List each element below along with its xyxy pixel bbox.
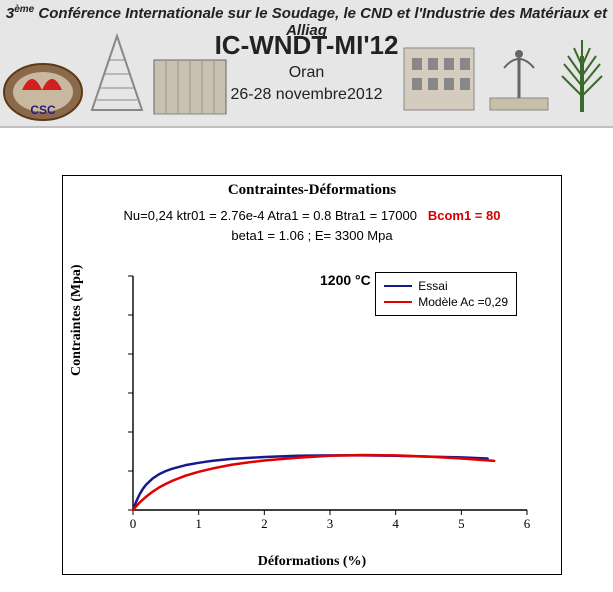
building2-icon (398, 34, 480, 116)
params-line2: beta1 = 1.06 ; E= 3300 Mpa (231, 228, 392, 243)
svg-text:4: 4 (392, 516, 399, 531)
chart-container: Contraintes-Déformations Nu=0,24 ktr01 =… (62, 175, 562, 575)
csc-logo-icon: CSC (2, 62, 84, 122)
fountain-icon (480, 32, 558, 118)
banner-sup: ème (14, 4, 34, 15)
svg-text:2: 2 (261, 516, 268, 531)
svg-text:6: 6 (524, 516, 531, 531)
params-line1: Nu=0,24 ktr01 = 2.76e-4 Atra1 = 0.8 Btra… (124, 208, 417, 223)
plot-area: 01234560102030405060 1200 °C EssaiModèle… (125, 268, 535, 538)
params-red: Bcom1 = 80 (428, 208, 501, 223)
structure1-icon (82, 30, 152, 116)
legend-swatch (384, 301, 412, 304)
legend-label: Essai (418, 279, 447, 293)
svg-text:1: 1 (195, 516, 202, 531)
chart-parameters: Nu=0,24 ktr01 = 2.76e-4 Atra1 = 0.8 Btra… (63, 206, 561, 245)
temperature-annotation: 1200 °C (320, 272, 371, 288)
x-axis-label: Déformations (%) (63, 554, 561, 570)
y-axis-label: Contraintes (Mpa) (69, 264, 85, 376)
legend-label: Modèle Ac =0,29 (418, 295, 508, 309)
svg-text:5: 5 (458, 516, 465, 531)
building1-icon (150, 40, 230, 118)
legend-row: Essai (384, 279, 508, 293)
svg-text:CSC: CSC (30, 103, 56, 117)
legend-row: Modèle Ac =0,29 (384, 295, 508, 309)
tree-icon (554, 26, 610, 120)
legend-box: Essai Modèle Ac =0,29 (375, 272, 517, 316)
chart-title: Contraintes-Déformations (63, 182, 561, 199)
svg-text:0: 0 (130, 516, 137, 531)
svg-text:3: 3 (327, 516, 334, 531)
conference-banner: 3ème Conférence Internationale sur le So… (0, 0, 613, 128)
legend-swatch (384, 285, 412, 288)
banner-num: 3 (6, 5, 14, 22)
